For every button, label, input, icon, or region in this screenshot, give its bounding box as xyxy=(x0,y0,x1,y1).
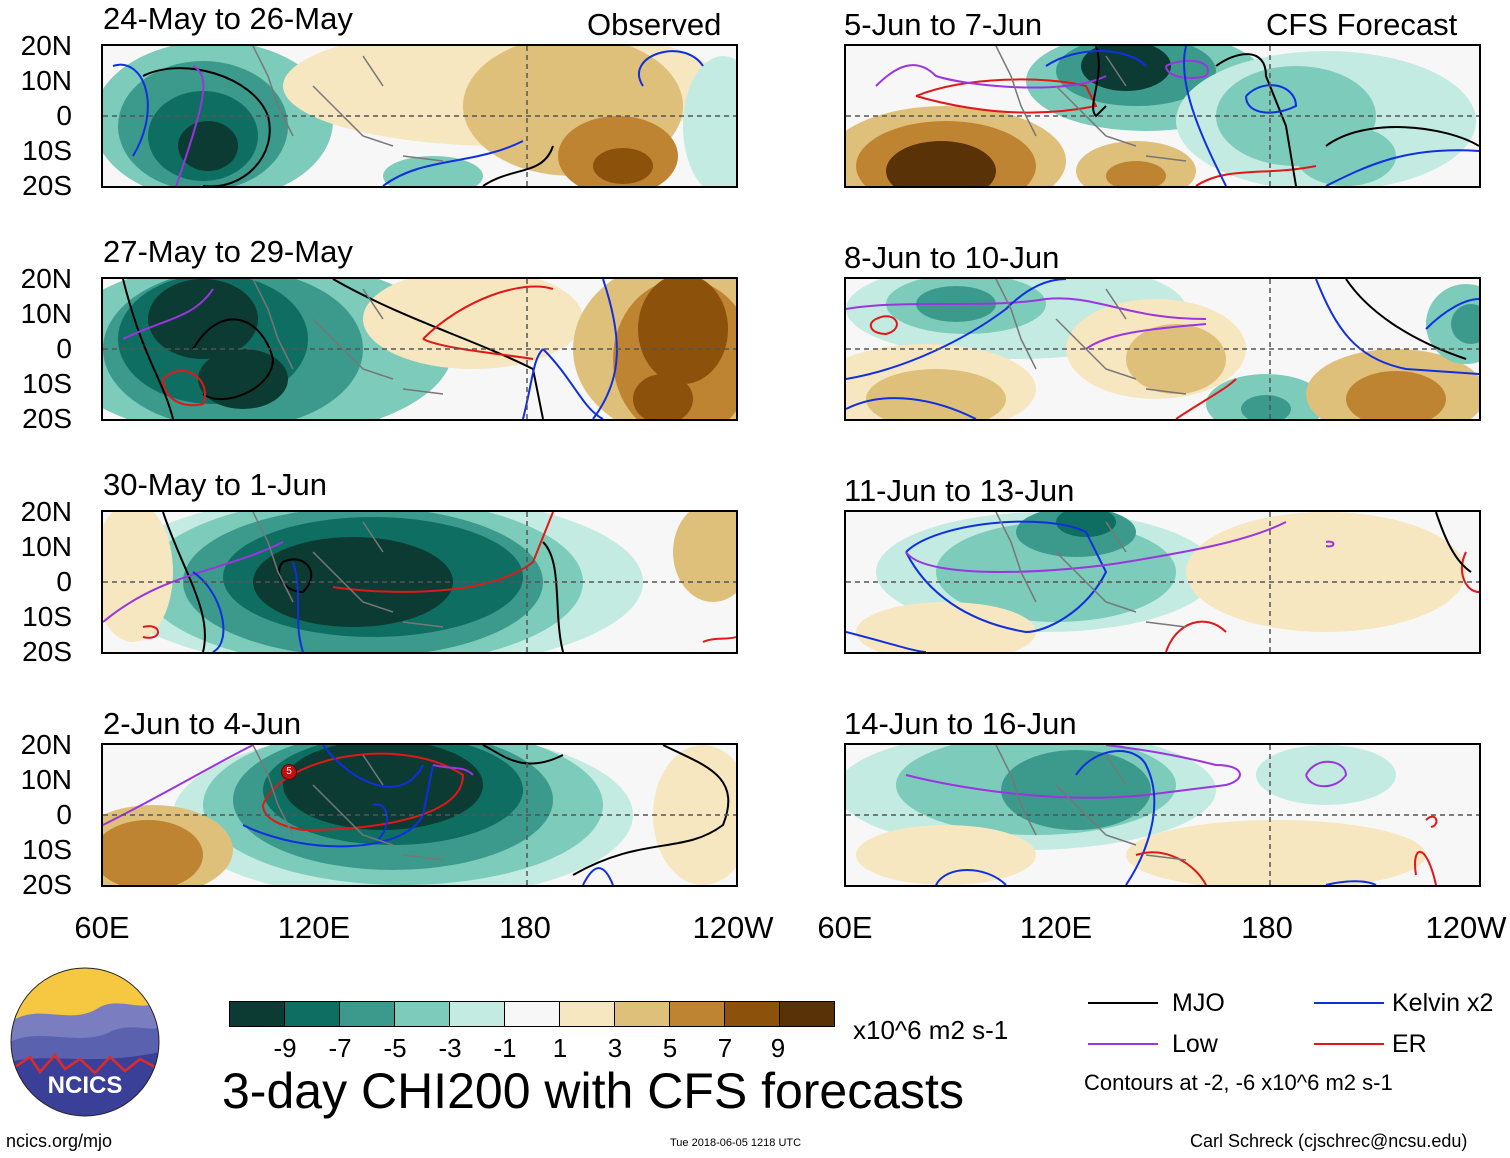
lat-label: 10S xyxy=(22,601,72,632)
contour-note: Contours at -2, -6 x10^6 m2 s-1 xyxy=(1084,1070,1393,1095)
map-panel-observed-3 xyxy=(101,510,738,654)
colorbar-tick: -5 xyxy=(383,1033,407,1063)
lat-label: 0 xyxy=(56,333,72,364)
colorbar-units: x10^6 m2 s-1 xyxy=(853,1015,1009,1045)
colorbar-swatch xyxy=(724,1002,779,1026)
map-panel-observed-1 xyxy=(101,44,738,188)
observed-label: Observed xyxy=(587,7,722,42)
lat-label: 20N xyxy=(20,496,72,527)
lon-label: 60E xyxy=(817,910,873,945)
legend-label-mjo: MJO xyxy=(1172,989,1225,1017)
colorbar-swatch xyxy=(449,1002,504,1026)
lon-label: 120W xyxy=(1425,910,1507,945)
legend-line-mjo xyxy=(1088,1002,1158,1004)
map-panel-forecast-3 xyxy=(844,510,1481,654)
timestamp: Tue 2018-06-05 1218 UTC xyxy=(670,1137,802,1149)
colorbar-swatch xyxy=(504,1002,559,1026)
colorbar-tick: -9 xyxy=(273,1033,297,1063)
lon-label: 120E xyxy=(1019,910,1093,945)
lat-label: 20S xyxy=(22,403,72,434)
legend-label-low: Low xyxy=(1172,1030,1218,1058)
lat-label: 10N xyxy=(20,298,72,329)
lat-label: 0 xyxy=(56,100,72,131)
lon-label: 180 xyxy=(499,910,551,945)
lat-label: 10S xyxy=(22,135,72,166)
website-link[interactable]: ncics.org/mjo xyxy=(6,1131,113,1151)
colorbar-swatch xyxy=(779,1002,834,1026)
colorbar-swatch xyxy=(284,1002,339,1026)
panel-title-fc-3: 11-Jun to 13-Jun xyxy=(844,473,1075,508)
map-panel-observed-2 xyxy=(101,277,738,421)
colorbar-swatch xyxy=(230,1002,284,1026)
lat-label: 20N xyxy=(20,263,72,294)
lon-label: 60E xyxy=(74,910,130,945)
colorbar-swatch xyxy=(394,1002,449,1026)
colorbar-swatch xyxy=(669,1002,724,1026)
colorbar-swatch xyxy=(559,1002,614,1026)
lat-label: 10N xyxy=(20,764,72,795)
storm-marker-icon: 5 xyxy=(281,764,297,780)
logo-text: NCICS xyxy=(48,1072,123,1099)
colorbar-tick: 9 xyxy=(770,1033,786,1063)
ncics-logo: NCICS xyxy=(10,967,160,1122)
lat-label: 20S xyxy=(22,170,72,201)
lon-label: 120W xyxy=(692,910,774,945)
lon-label: 180 xyxy=(1241,910,1293,945)
legend-label-er: ER xyxy=(1392,1030,1427,1058)
lat-label: 10N xyxy=(20,531,72,562)
colorbar xyxy=(229,1001,835,1027)
panel-title-fc-1: 5-Jun to 7-Jun xyxy=(844,7,1043,42)
map-panel-forecast-4 xyxy=(844,743,1481,887)
map-panel-forecast-2 xyxy=(844,277,1481,421)
colorbar-tick: 1 xyxy=(552,1033,568,1063)
lat-label: 20S xyxy=(22,869,72,900)
colorbar-swatch xyxy=(339,1002,394,1026)
colorbar-swatch xyxy=(614,1002,669,1026)
main-title: 3-day CHI200 with CFS forecasts xyxy=(222,1063,964,1119)
map-panel-forecast-1 xyxy=(844,44,1481,188)
panel-title-obs-3: 30-May to 1-Jun xyxy=(103,467,327,502)
legend-line-kelvin xyxy=(1314,1002,1384,1004)
cfs-forecast-label: CFS Forecast xyxy=(1266,7,1458,42)
legend-line-er xyxy=(1314,1043,1384,1045)
colorbar-tick: 5 xyxy=(662,1033,678,1063)
panel-title-obs-4: 2-Jun to 4-Jun xyxy=(103,706,302,741)
map-panel-observed-4: 5 xyxy=(101,743,738,887)
lat-label: 10S xyxy=(22,368,72,399)
lat-label: 20N xyxy=(20,30,72,61)
lat-label: 20S xyxy=(22,636,72,667)
colorbar-tick: -1 xyxy=(493,1033,517,1063)
lat-label: 20N xyxy=(20,729,72,760)
colorbar-tick: 7 xyxy=(717,1033,733,1063)
colorbar-tick: -7 xyxy=(328,1033,352,1063)
lat-label: 0 xyxy=(56,799,72,830)
lat-label: 10N xyxy=(20,65,72,96)
panel-title-fc-4: 14-Jun to 16-Jun xyxy=(844,706,1077,741)
panel-title-obs-2: 27-May to 29-May xyxy=(103,234,353,269)
lon-label: 120E xyxy=(277,910,351,945)
panel-title-fc-2: 8-Jun to 10-Jun xyxy=(844,240,1060,275)
panel-title-obs-1: 24-May to 26-May xyxy=(103,1,353,36)
lat-label: 10S xyxy=(22,834,72,865)
legend-line-low xyxy=(1088,1043,1158,1045)
lat-label: 0 xyxy=(56,566,72,597)
legend-label-kelvin: Kelvin x2 xyxy=(1392,989,1494,1017)
author-credit: Carl Schreck (cjschrec@ncsu.edu) xyxy=(1190,1131,1468,1151)
colorbar-tick: 3 xyxy=(607,1033,623,1063)
colorbar-tick: -3 xyxy=(438,1033,462,1063)
